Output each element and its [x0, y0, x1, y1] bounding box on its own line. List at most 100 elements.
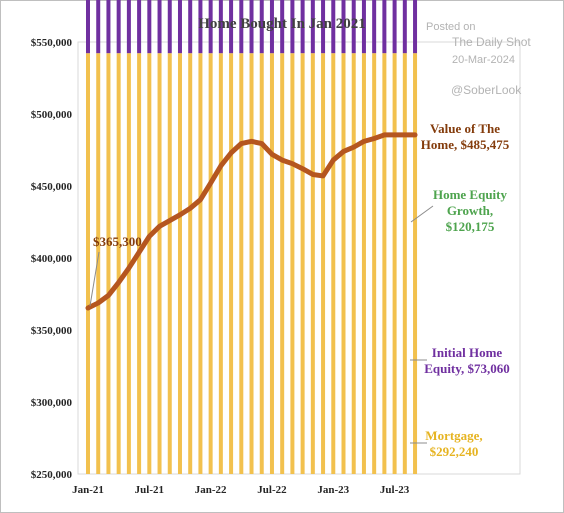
x-tick-label: Jan-22: [195, 484, 227, 496]
y-tick-label: $250,000: [31, 469, 73, 481]
bar-segment-initial-home-equity-nov-21: [188, 0, 193, 54]
y-tick-label: $500,000: [31, 109, 73, 121]
bar-segment-initial-home-equity-may-21: [126, 0, 131, 54]
y-tick-label: $450,000: [31, 181, 73, 193]
bar-segment-mortgage-jan-22: [208, 53, 213, 475]
bar-segment-initial-home-equity-jul-22: [269, 0, 274, 54]
bar-segment-initial-home-equity-dec-21: [198, 0, 203, 54]
chart-title: Home Bought In Jan 2021: [198, 16, 366, 32]
y-tick-label: $350,000: [31, 325, 73, 337]
bar-segment-mortgage-dec-21: [198, 53, 203, 475]
mortgage-label-line-2: $292,240: [430, 444, 479, 459]
plot-area: [77, 41, 521, 475]
bar-segment-initial-home-equity-feb-22: [218, 0, 223, 54]
equity-growth-label-line-2: Growth,: [447, 203, 493, 218]
bar-segment-initial-home-equity-jun-21: [137, 0, 142, 54]
bar-segment-mortgage-aug-23: [402, 53, 407, 475]
bar-segment-mortgage-jul-21: [147, 53, 152, 475]
bar-segment-initial-home-equity-oct-22: [300, 0, 305, 54]
bar-segment-mortgage-may-23: [372, 53, 377, 475]
bar-segment-initial-home-equity-jul-21: [147, 0, 152, 54]
bar-segment-mortgage-jul-23: [392, 53, 397, 475]
home-value-label-line-1: Value of The: [430, 121, 500, 136]
equity-growth-leader: [410, 205, 434, 223]
watermark-source: The Daily Shot: [452, 35, 531, 49]
start-value-label-line-1: $365,300: [93, 234, 142, 249]
bar-segment-mortgage-apr-21: [116, 53, 121, 475]
y-tick-label: $550,000: [31, 37, 73, 49]
bar-segment-mortgage-jan-21: [86, 53, 90, 475]
watermark-date: 20-Mar-2024: [452, 54, 515, 66]
bar-segment-mortgage-sep-23: [413, 53, 418, 475]
bar-segment-initial-home-equity-apr-22: [239, 0, 244, 54]
x-tick-label: Jan-21: [72, 484, 104, 496]
bar-segment-initial-home-equity-jan-22: [208, 0, 213, 54]
bar-segment-initial-home-equity-aug-23: [402, 0, 407, 54]
equity-growth-label-line-1: Home Equity: [433, 187, 508, 202]
y-axis-labels: $250,000 $300,000 $350,000 $400,000 $450,000…: [31, 37, 73, 481]
bar-segment-initial-home-equity-sep-23: [413, 0, 418, 54]
bar-segment-initial-home-equity-aug-22: [280, 0, 285, 54]
equity-growth-label-line-3: $120,175: [446, 219, 495, 234]
bar-segment-initial-home-equity-may-23: [372, 0, 377, 54]
bar-segment-mortgage-jul-22: [269, 53, 274, 475]
bar-segment-mortgage-aug-22: [280, 53, 285, 475]
bar-segment-mortgage-nov-22: [310, 53, 315, 475]
bar-segment-mortgage-mar-22: [229, 53, 234, 475]
bar-segment-initial-home-equity-dec-22: [321, 0, 326, 54]
bar-segment-mortgage-apr-22: [239, 53, 244, 475]
bar-segment-mortgage-jun-21: [137, 53, 142, 475]
initial-equity-label-line-2: Equity, $73,060: [424, 361, 510, 376]
bar-segment-mortgage-may-22: [249, 53, 254, 475]
bar-segment-initial-home-equity-mar-23: [351, 0, 356, 54]
bar-segment-mortgage-nov-21: [188, 53, 193, 475]
bar-segment-initial-home-equity-mar-21: [106, 0, 111, 54]
bar-segment-initial-home-equity-apr-21: [116, 0, 121, 54]
y-tick-label: $300,000: [31, 397, 73, 409]
bar-segment-initial-home-equity-feb-21: [96, 0, 101, 54]
x-tick-label: Jul-23: [380, 484, 410, 496]
watermark-handle: @SoberLook: [451, 83, 522, 97]
bar-segment-mortgage-feb-23: [341, 53, 346, 475]
bar-segment-mortgage-oct-22: [300, 53, 305, 475]
bar-segment-initial-home-equity-jun-23: [382, 0, 387, 54]
bar-segment-initial-home-equity-oct-21: [177, 0, 182, 54]
bar-segment-initial-home-equity-aug-21: [157, 0, 162, 54]
start-value-leader: [89, 251, 100, 307]
bar-segment-initial-home-equity-sep-21: [167, 0, 172, 54]
bar-segment-initial-home-equity-may-22: [249, 0, 254, 54]
x-tick-label: Jan-23: [317, 484, 349, 496]
bar-segment-initial-home-equity-jul-23: [392, 0, 397, 54]
y-tick-label: $400,000: [31, 253, 73, 265]
bar-segment-mortgage-aug-21: [157, 53, 162, 475]
bar-segment-initial-home-equity-feb-23: [341, 0, 346, 54]
bar-segment-mortgage-feb-22: [218, 53, 223, 475]
bar-segment-mortgage-mar-21: [106, 53, 111, 475]
bars-group: [86, 0, 418, 475]
x-tick-label: Jul-22: [257, 484, 287, 496]
bar-segment-mortgage-feb-21: [96, 53, 101, 475]
bar-segment-initial-home-equity-jan-21: [86, 0, 90, 54]
bar-segment-mortgage-oct-21: [177, 53, 182, 475]
bar-segment-initial-home-equity-nov-22: [310, 0, 315, 54]
home-value-line: [85, 132, 418, 311]
bar-segment-mortgage-apr-23: [361, 53, 366, 475]
x-tick-label: Jul-21: [135, 484, 164, 496]
line-group: [85, 132, 418, 311]
bar-segment-mortgage-sep-22: [290, 53, 295, 475]
bar-segment-mortgage-dec-22: [321, 53, 326, 475]
home-value-label-line-2: Home, $485,475: [421, 137, 510, 152]
bar-segment-initial-home-equity-jan-23: [331, 0, 336, 54]
bar-segment-mortgage-sep-21: [167, 53, 172, 475]
bar-segment-mortgage-jan-23: [331, 53, 336, 475]
watermark-posted-on: Posted on: [426, 21, 476, 33]
bar-segment-initial-home-equity-mar-22: [229, 0, 234, 54]
bar-segment-mortgage-jun-22: [259, 53, 264, 475]
bar-segment-mortgage-mar-23: [351, 53, 356, 475]
bar-segment-initial-home-equity-sep-22: [290, 0, 295, 54]
bar-segment-initial-home-equity-jun-22: [259, 0, 264, 54]
initial-equity-label-line-1: Initial Home: [432, 345, 503, 360]
x-axis-labels: Jan-21 Jul-21 Jan-22 Jul-22 Jan-23 Jul-23: [72, 484, 410, 496]
